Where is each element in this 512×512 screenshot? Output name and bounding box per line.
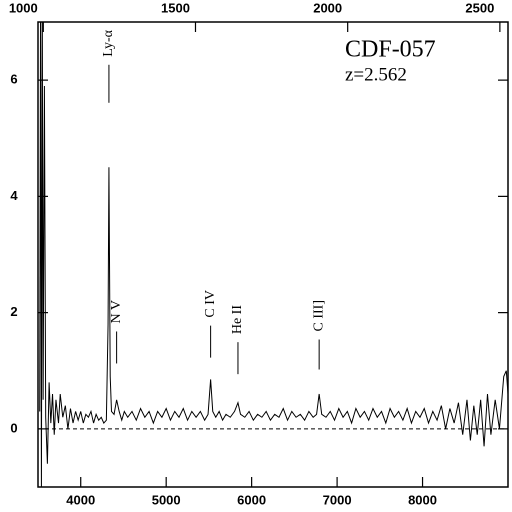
x-tick-label: 7000 [323,492,352,507]
line-label: He II [230,305,245,334]
x-tick-label: 4000 [66,492,95,507]
line-label: N V [109,300,124,323]
x-tick-label: 5000 [152,492,181,507]
x2-tick-label: 2500 [465,0,494,15]
x2-tick-label: 2000 [313,0,342,15]
plot-area [39,22,508,487]
x2-tick-label: 1500 [161,0,190,15]
chart-title: CDF-057 [345,37,436,63]
plot-frame [37,21,509,488]
y-tick-label: 4 [10,188,18,203]
line-label: Ly-α [101,29,116,56]
y-tick-label: 6 [10,72,17,87]
chart-subtitle: z=2.562 [345,64,407,85]
line-label: C IV [203,290,218,318]
y-tick-label: 0 [10,420,17,435]
x2-tick-label: 1000 [9,0,38,15]
line-label: C III] [311,300,326,332]
x-tick-label: 8000 [408,492,437,507]
x-tick-label: 6000 [237,492,266,507]
y-tick-label: 2 [10,304,17,319]
spectrum-line [39,22,508,487]
